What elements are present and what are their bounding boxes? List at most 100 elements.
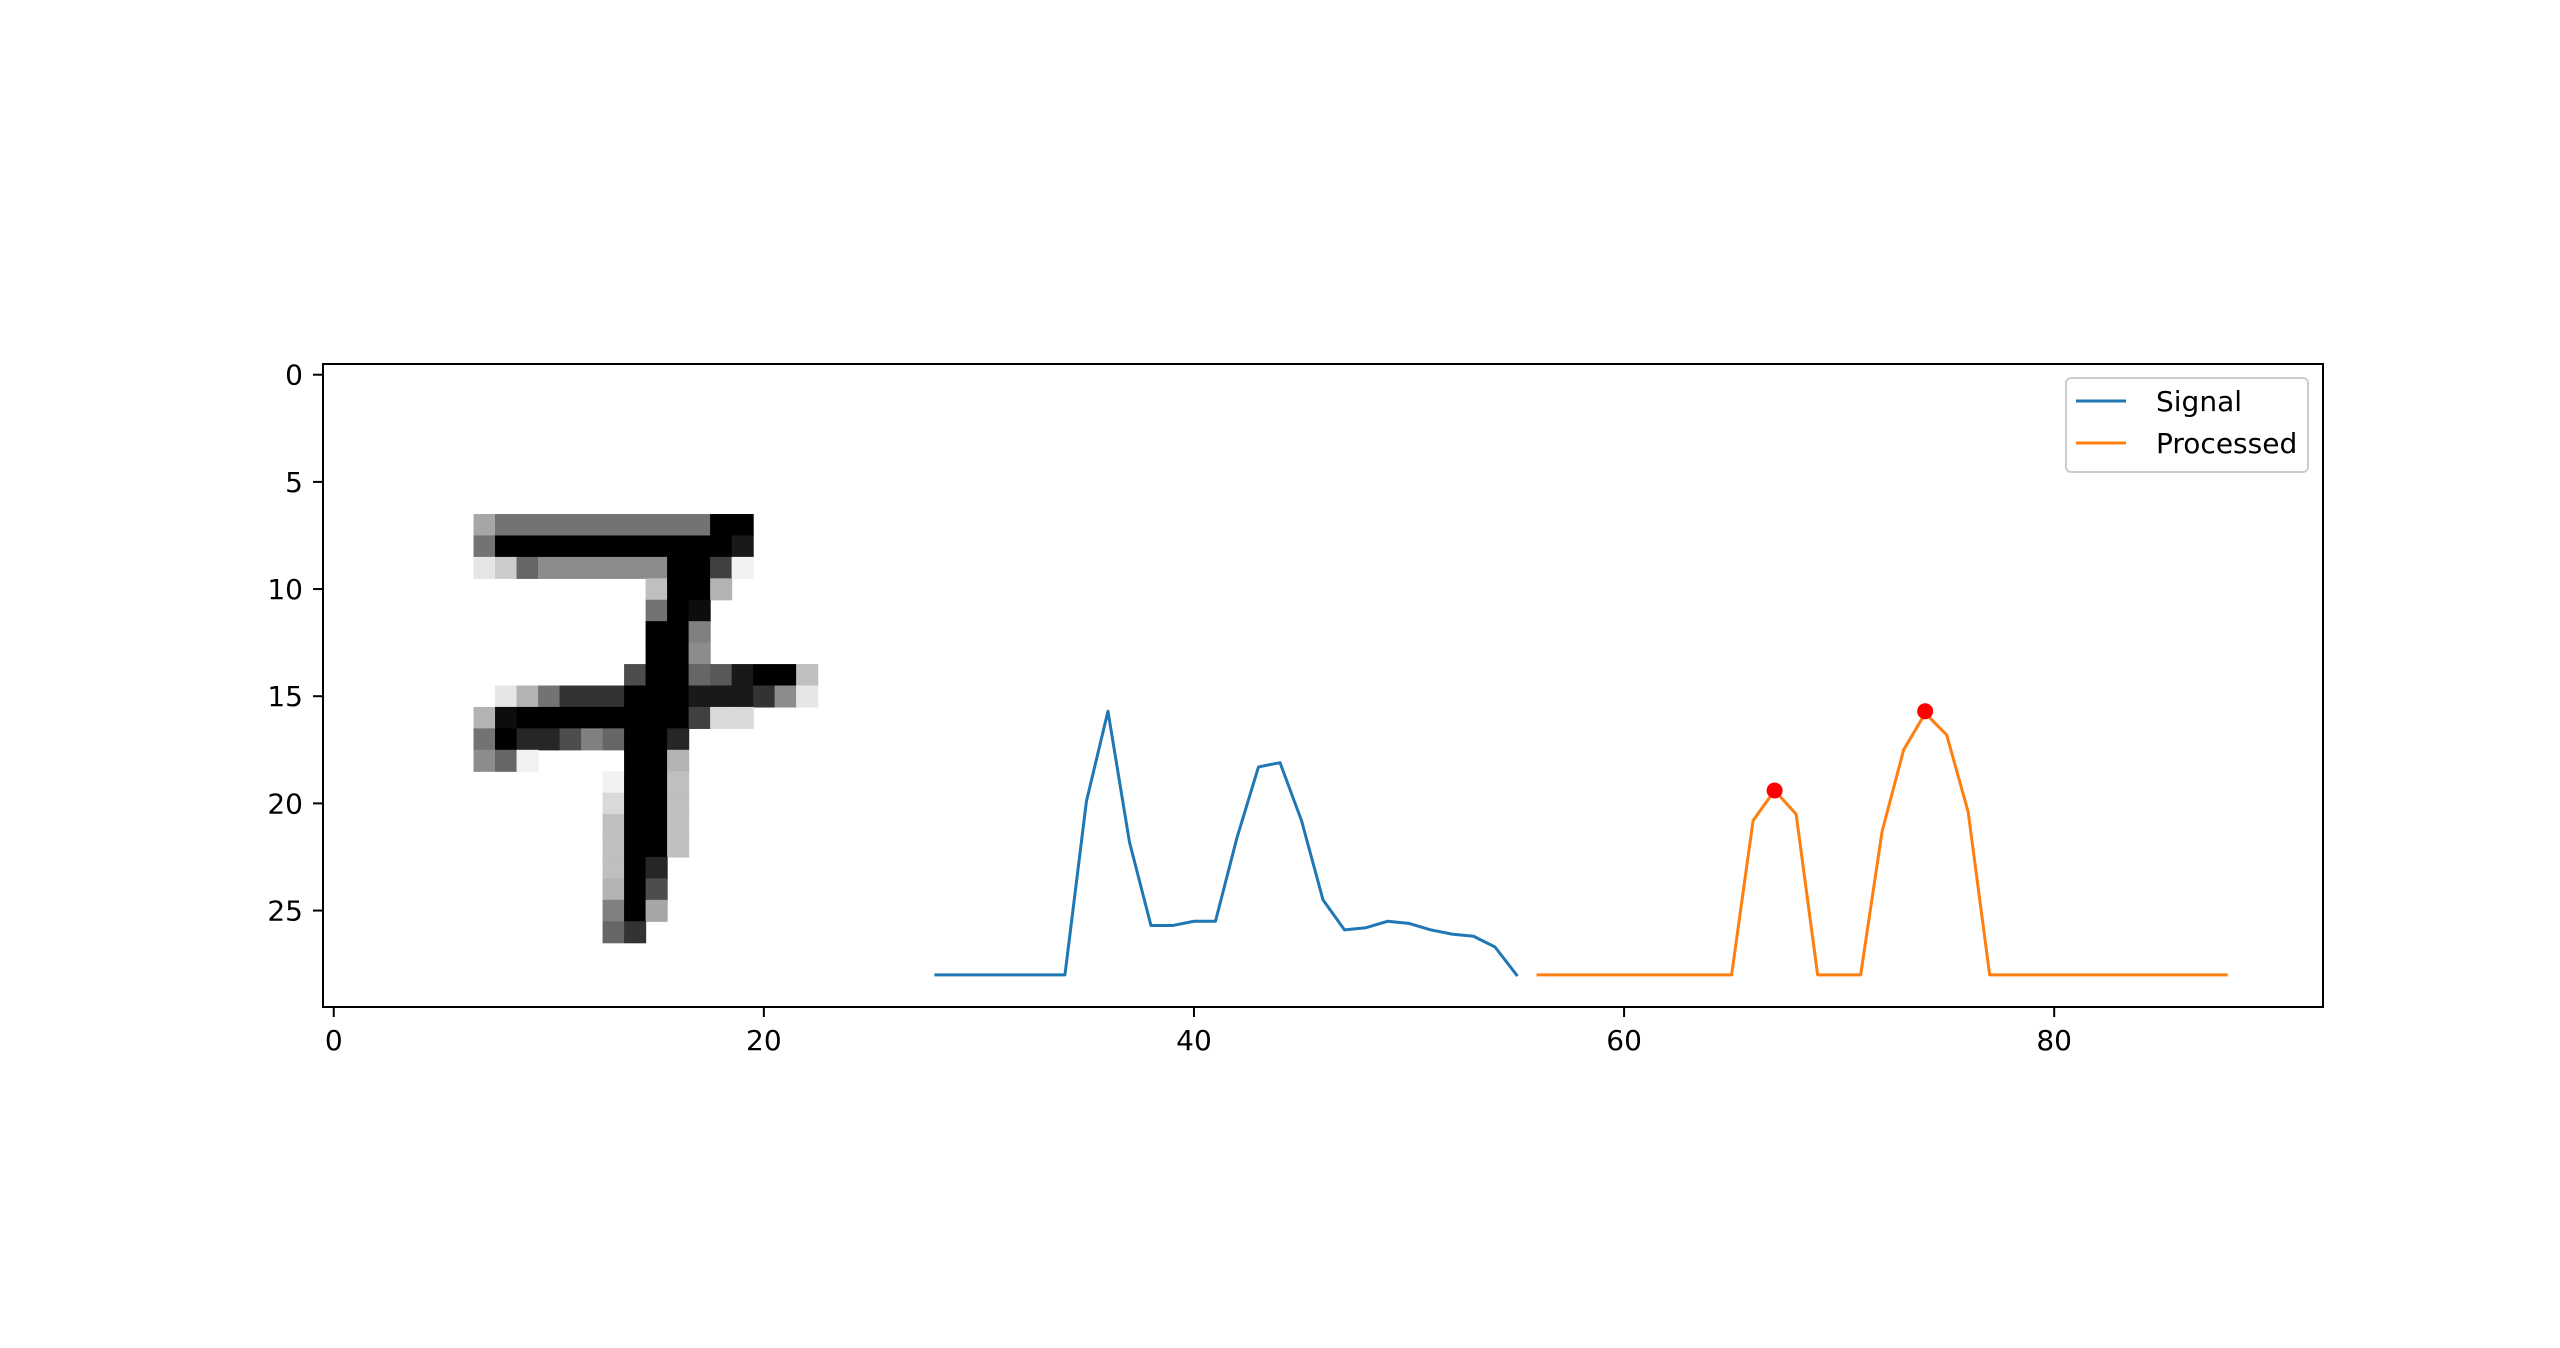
image-pixel (624, 771, 647, 794)
y-tick-label: 15 (267, 680, 303, 713)
peak-marker (1917, 703, 1934, 720)
series-lines (934, 709, 2228, 977)
image-pixel (796, 685, 819, 708)
series-line-signal (934, 709, 1519, 977)
image-pixel (624, 749, 647, 772)
image-pixel (796, 664, 819, 687)
image-pixel (602, 878, 625, 901)
image-pixel (495, 556, 518, 579)
image-pixel (645, 835, 668, 858)
image-pixel (710, 664, 733, 687)
x-tick-label: 20 (746, 1024, 782, 1057)
image-pixel (688, 599, 711, 622)
y-tick-label: 0 (285, 359, 303, 392)
image-pixel (624, 728, 647, 751)
image-pixel (753, 685, 776, 708)
image-pixel (688, 685, 711, 708)
image-pixel (667, 749, 690, 772)
image-pixel (667, 792, 690, 815)
image-pixel (624, 535, 647, 558)
image-pixel (645, 535, 668, 558)
peak-markers (1766, 703, 1934, 799)
image-pixel (645, 878, 668, 901)
image-pixel (581, 685, 604, 708)
image-pixel (667, 814, 690, 837)
image-pixel (624, 514, 647, 537)
image-pixel (688, 642, 711, 665)
image-pixel (774, 664, 797, 687)
image-pixel (645, 578, 668, 601)
plot-area (473, 514, 2228, 977)
image-pixel (473, 535, 496, 558)
image-pixel (495, 535, 518, 558)
image-pixel (710, 706, 733, 729)
image-pixel (688, 514, 711, 537)
image-pixel (495, 514, 518, 537)
image-pixel (538, 728, 561, 751)
image-pixel (624, 706, 647, 729)
image-pixel (516, 749, 539, 772)
image-pixel (624, 835, 647, 858)
image-pixel (581, 535, 604, 558)
image-pixel (624, 792, 647, 815)
image-pixel (581, 556, 604, 579)
y-tick-label: 10 (267, 573, 303, 606)
image-pixel (538, 514, 561, 537)
image-pixel (645, 814, 668, 837)
image-pixel (473, 728, 496, 751)
image-pixel (645, 599, 668, 622)
x-tick-label: 40 (1176, 1024, 1212, 1057)
image-pixel (710, 556, 733, 579)
image-pixel (731, 556, 754, 579)
image-pixel (516, 685, 539, 708)
image-pixel (581, 514, 604, 537)
image-pixel (602, 514, 625, 537)
image-pixel (538, 535, 561, 558)
image-pixel (645, 749, 668, 772)
image-pixel (667, 771, 690, 794)
image-pixel (688, 706, 711, 729)
image-pixel (516, 728, 539, 751)
image-pixel (667, 835, 690, 858)
image-pixel (731, 535, 754, 558)
image-pixel (688, 535, 711, 558)
image-pixel (645, 856, 668, 879)
image-pixel (602, 835, 625, 858)
image-pixel (645, 706, 668, 729)
image-pixel (667, 642, 690, 665)
image-pixel (667, 706, 690, 729)
image-pixel (581, 728, 604, 751)
image-pixel (645, 899, 668, 922)
image-pixel (602, 792, 625, 815)
image-pixel (667, 535, 690, 558)
image-pixel (495, 706, 518, 729)
image-pixel (516, 706, 539, 729)
image-pixel (559, 728, 582, 751)
image-pixel (688, 556, 711, 579)
legend-label-processed: Processed (2156, 427, 2297, 460)
image-pixel (602, 771, 625, 794)
image-pixel (645, 642, 668, 665)
image-pixel (516, 535, 539, 558)
image-pixel (624, 685, 647, 708)
image-pixel (645, 685, 668, 708)
image-pixel (559, 556, 582, 579)
image-pixel (645, 556, 668, 579)
image-pixel (667, 728, 690, 751)
axes-frame (322, 363, 2324, 1008)
image-pixel (731, 664, 754, 687)
x-axis: 0 20 40 60 80 (325, 1007, 2072, 1057)
y-tick-label: 5 (285, 466, 303, 499)
image-pixel (688, 578, 711, 601)
image-pixel (473, 706, 496, 729)
image-pixel (473, 556, 496, 579)
image-pixel (667, 578, 690, 601)
image-pixel (538, 556, 561, 579)
y-tick-label: 20 (267, 787, 303, 820)
image-pixel (495, 728, 518, 751)
legend: Signal Processed (2065, 377, 2309, 473)
image-pixel (538, 706, 561, 729)
image-pixel (645, 664, 668, 687)
image-pixel (731, 685, 754, 708)
image-pixel (667, 514, 690, 537)
